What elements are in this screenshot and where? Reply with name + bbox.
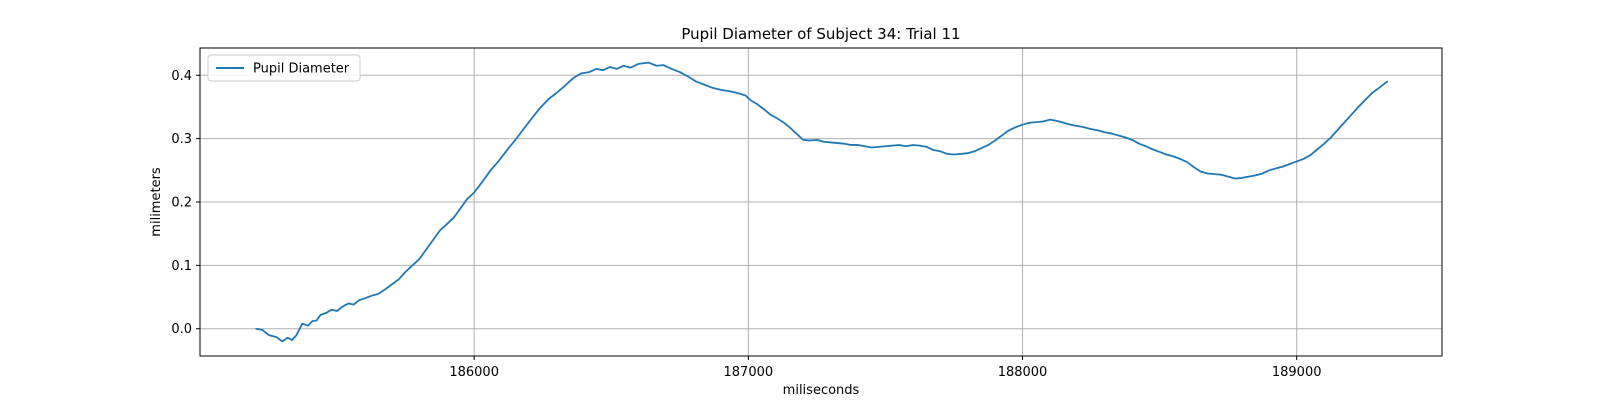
y-tick-label: 0.0 — [171, 322, 192, 337]
legend-box — [207, 54, 361, 82]
x-axis-label: miliseconds — [783, 383, 860, 398]
y-tick-label: 0.1 — [171, 259, 192, 274]
x-tick-label: 188000 — [998, 365, 1048, 380]
y-axis-label: milimeters — [149, 167, 164, 237]
y-tick-label: 0.4 — [171, 69, 192, 84]
y-tick-label: 0.3 — [171, 132, 192, 147]
legend: Pupil Diameter — [207, 54, 361, 82]
grid-lines — [200, 48, 1442, 356]
series-line-pupil-diameter — [255, 61, 1389, 343]
chart-title: Pupil Diameter of Subject 34: Trial 11 — [681, 25, 960, 43]
axis-ticks: 186000 187000 188000 189000 0.0 0.1 0.2 0.3 0.4 — [171, 69, 1321, 380]
legend-label-pupil-diameter: Pupil Diameter — [253, 62, 350, 77]
series-layer — [255, 61, 1389, 343]
y-tick-label: 0.2 — [171, 196, 192, 211]
x-tick-label: 186000 — [449, 365, 499, 380]
x-tick-label: 187000 — [724, 365, 774, 380]
x-tick-label: 189000 — [1272, 365, 1322, 380]
